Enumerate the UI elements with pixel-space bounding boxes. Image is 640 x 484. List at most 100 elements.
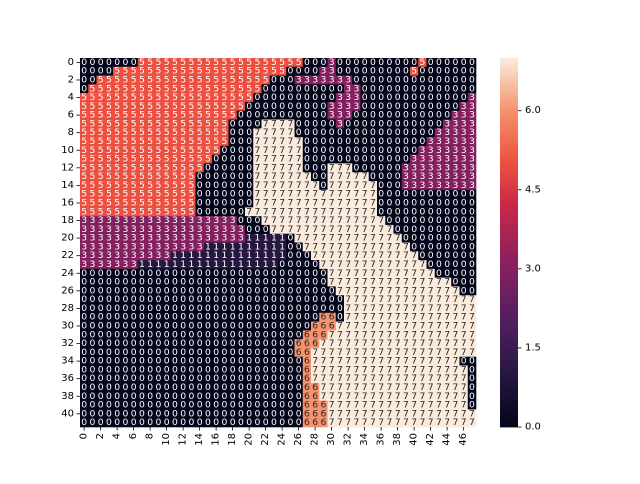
cell-value-label: 5 (180, 145, 186, 156)
cell-value-label: 0 (378, 180, 384, 191)
cell-value-label: 0 (230, 268, 236, 279)
cell-value-label: 5 (81, 171, 87, 182)
heatmap-cell (302, 145, 312, 155)
cell-value-label: 3 (89, 233, 95, 244)
heatmap-cell (385, 347, 394, 358)
cell-value-label: 0 (378, 74, 384, 85)
cell-value-label: 0 (147, 303, 153, 314)
heatmap-cell (360, 391, 370, 401)
heatmap-cell (377, 110, 386, 120)
cell-value-label: 0 (419, 250, 425, 261)
cell-value-label: 5 (263, 74, 269, 85)
heatmap-cell (377, 400, 386, 410)
cell-value-label: 3 (114, 259, 120, 270)
heatmap-cell (410, 145, 419, 155)
heatmap-cell (434, 409, 444, 419)
heatmap-cell (203, 251, 213, 261)
cell-value-label: 0 (221, 154, 227, 165)
cell-value-label: 7 (419, 347, 425, 358)
heatmap-cell (467, 110, 477, 120)
cell-value-label: 0 (296, 312, 302, 323)
heatmap-cell (170, 260, 180, 270)
cell-value-label: 0 (106, 312, 112, 323)
heatmap-cell (344, 119, 353, 129)
heatmap-cell (269, 251, 279, 261)
cell-value-label: 0 (114, 382, 120, 393)
heatmap-cell (104, 137, 114, 147)
heatmap-cell (385, 321, 394, 331)
cell-value-label: 3 (106, 233, 112, 244)
cell-value-label: 0 (395, 197, 401, 208)
cell-value-label: 3 (312, 74, 318, 85)
cell-value-label: 0 (155, 277, 161, 288)
heatmap-cell (385, 154, 394, 164)
cell-value-label: 0 (370, 127, 376, 138)
heatmap-cell (335, 374, 345, 384)
heatmap-cell (426, 242, 436, 252)
cell-value-label: 0 (444, 268, 450, 279)
cell-value-label: 0 (436, 110, 442, 121)
cell-value-label: 1 (246, 241, 252, 252)
heatmap-cell (269, 198, 279, 208)
cell-value-label: 7 (263, 118, 269, 129)
cell-value-label: 7 (452, 400, 458, 411)
cell-value-label: 0 (205, 171, 211, 182)
heatmap-cell (377, 365, 386, 375)
heatmap-cell (360, 365, 370, 375)
heatmap-cell (228, 295, 238, 305)
cell-value-label: 0 (147, 285, 153, 296)
heatmap-cell (154, 251, 163, 261)
cell-value-label: 7 (428, 338, 434, 349)
cell-value-label: 3 (461, 171, 467, 182)
cell-value-label: 0 (452, 215, 458, 226)
heatmap-cell (113, 286, 122, 296)
heatmap-cell (368, 391, 378, 401)
heatmap-cell (88, 58, 97, 68)
colorbar-segment (500, 159, 518, 163)
heatmap-cell (377, 154, 386, 164)
cell-value-label: 0 (296, 110, 302, 121)
colorbar-segment (500, 187, 518, 191)
cell-value-label: 0 (238, 312, 244, 323)
heatmap-cell (418, 189, 427, 199)
cell-value-label: 0 (180, 312, 186, 323)
cell-value-label: 0 (271, 74, 277, 85)
heatmap-cell (179, 216, 188, 226)
heatmap-cell (360, 163, 370, 173)
cell-value-label: 0 (263, 347, 269, 358)
cell-value-label: 7 (353, 312, 359, 323)
heatmap-cell (451, 137, 460, 147)
colorbar-segment (500, 147, 518, 151)
cell-value-label: 7 (345, 250, 351, 261)
cell-value-label: 0 (180, 382, 186, 393)
heatmap-cell (319, 101, 328, 112)
cell-value-label: 7 (436, 285, 442, 296)
heatmap-cell (195, 198, 205, 208)
heatmap-cell (302, 260, 312, 270)
cell-value-label: 3 (89, 259, 95, 270)
cell-value-label: 0 (337, 66, 343, 77)
heatmap-cell (426, 207, 436, 217)
cell-value-label: 7 (419, 373, 425, 384)
heatmap-cell (88, 330, 97, 340)
cell-value-label: 5 (114, 83, 120, 94)
heatmap-cell (137, 181, 147, 191)
cell-value-label: 0 (246, 312, 252, 323)
heatmap-cell (212, 207, 221, 217)
colorbar-segment (500, 73, 518, 77)
heatmap-cell (195, 418, 205, 428)
cell-value-label: 0 (230, 364, 236, 375)
cell-value-label: 0 (469, 259, 475, 270)
heatmap-cell (418, 268, 427, 278)
cell-value-label: 7 (386, 373, 392, 384)
heatmap-cell (278, 400, 287, 410)
cell-value-label: 0 (205, 329, 211, 340)
colorbar-segment (500, 214, 518, 219)
heatmap-cell (269, 356, 279, 366)
heatmap-cell (179, 145, 188, 155)
heatmap-cell (154, 137, 163, 147)
heatmap-cell (245, 268, 254, 278)
heatmap-cell (146, 172, 155, 182)
heatmap-cell (393, 216, 403, 226)
heatmap-cell (187, 242, 196, 252)
